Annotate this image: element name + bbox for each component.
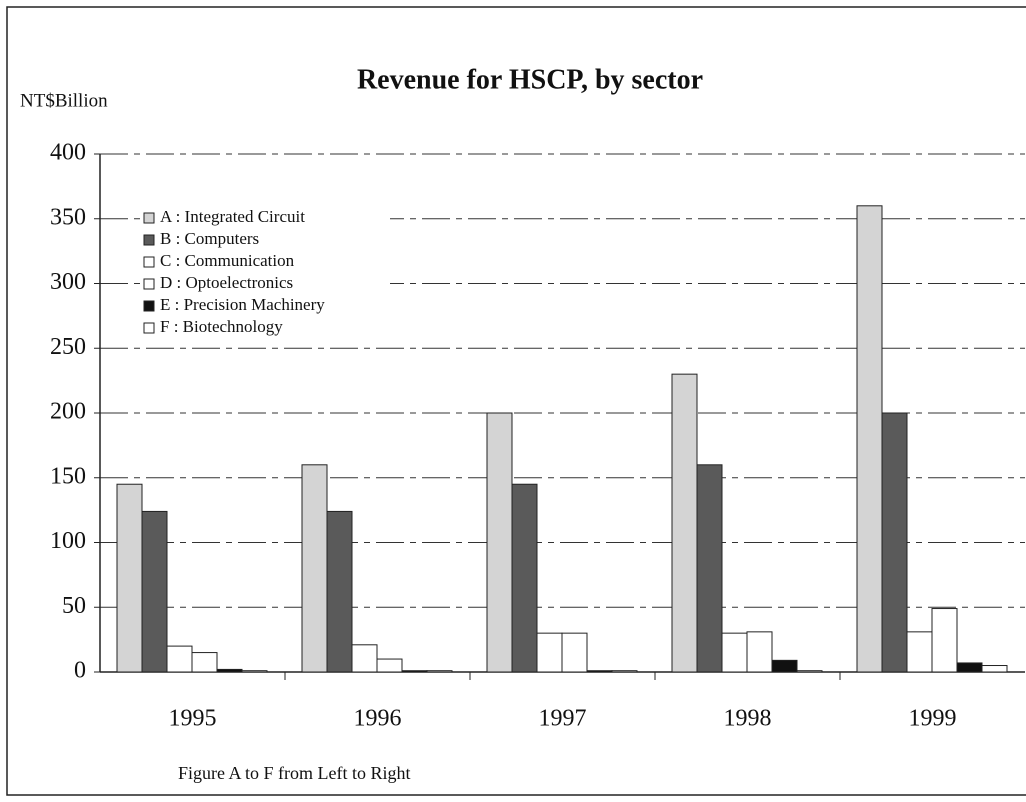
y-tick-label: 100 — [50, 528, 86, 554]
bar — [426, 670, 453, 673]
bar — [166, 645, 193, 673]
bar — [586, 670, 613, 673]
bar — [856, 205, 883, 673]
legend-label: F : Biotechnology — [160, 317, 283, 336]
frame — [6, 6, 1026, 796]
legend-label: A : Integrated Circuit — [160, 207, 305, 226]
y-tick-label: 50 — [62, 593, 86, 619]
bar — [796, 670, 823, 673]
legend-label: C : Communication — [160, 251, 295, 270]
bar — [116, 483, 143, 673]
legend-box — [140, 204, 390, 342]
legend-label: D : Optoelectronics — [160, 273, 293, 292]
bar — [721, 632, 748, 673]
bar — [511, 483, 538, 673]
bar — [611, 670, 638, 673]
bar — [906, 631, 933, 673]
legend-swatch — [143, 300, 155, 312]
y-tick-label: 300 — [50, 269, 86, 295]
bar — [956, 662, 983, 673]
chart-title: Revenue for HSCP, by sector — [357, 64, 703, 95]
footnote: Figure A to F from Left to Right — [178, 763, 411, 783]
legend-swatch — [143, 278, 155, 290]
y-tick-label: 350 — [50, 204, 86, 230]
bar — [536, 632, 563, 673]
bar — [981, 665, 1008, 673]
bar — [746, 631, 773, 673]
y-tick-label: 200 — [50, 399, 86, 425]
bar — [241, 670, 268, 673]
legend-swatch — [143, 212, 155, 224]
x-tick-label: 1997 — [539, 706, 587, 732]
bar — [561, 632, 588, 673]
y-axis-label: NT$Billion — [20, 90, 108, 111]
y-tick-label: 150 — [50, 463, 86, 489]
y-tick-label: 400 — [50, 140, 86, 166]
bar — [696, 464, 723, 673]
bar — [376, 658, 403, 673]
bar — [351, 644, 378, 673]
bar — [881, 412, 908, 673]
legend-label: E : Precision Machinery — [160, 295, 325, 314]
bar — [931, 608, 958, 673]
bar — [301, 464, 328, 673]
x-tick-label: 1995 — [169, 706, 217, 732]
y-tick-label: 250 — [50, 334, 86, 360]
bar — [326, 510, 353, 673]
bar — [771, 659, 798, 673]
y-tick-label: 0 — [74, 658, 86, 684]
x-tick-label: 1996 — [354, 706, 402, 732]
bar — [141, 510, 168, 673]
legend-swatch — [143, 256, 155, 268]
x-tick-label: 1998 — [724, 706, 772, 732]
bar — [401, 670, 428, 673]
bar — [216, 668, 243, 673]
legend-swatch — [143, 322, 155, 334]
bar — [486, 412, 513, 673]
legend-label: B : Computers — [160, 229, 259, 248]
bar — [671, 373, 698, 673]
bar — [191, 652, 218, 673]
legend-swatch — [143, 234, 155, 246]
x-tick-label: 1999 — [909, 706, 957, 732]
